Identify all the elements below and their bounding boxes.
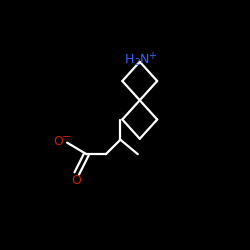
Text: +: + bbox=[148, 51, 156, 61]
Text: N: N bbox=[140, 53, 149, 66]
Text: 2: 2 bbox=[134, 58, 140, 67]
Text: −: − bbox=[62, 132, 71, 142]
Text: O: O bbox=[71, 174, 81, 187]
Text: O: O bbox=[54, 135, 63, 148]
Text: H: H bbox=[124, 53, 134, 66]
